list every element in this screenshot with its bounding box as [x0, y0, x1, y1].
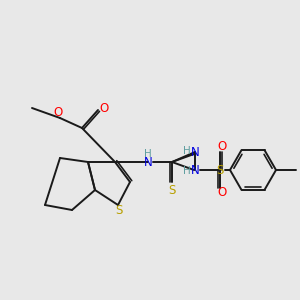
Text: O: O	[99, 101, 109, 115]
Text: O: O	[218, 187, 226, 200]
Text: O: O	[218, 140, 226, 154]
Text: H: H	[183, 166, 191, 176]
Text: S: S	[168, 184, 176, 196]
Text: S: S	[216, 164, 224, 176]
Text: N: N	[190, 146, 200, 158]
Text: H: H	[144, 149, 152, 159]
Text: O: O	[53, 106, 63, 118]
Text: N: N	[190, 164, 200, 176]
Text: H: H	[183, 146, 191, 156]
Text: N: N	[144, 155, 152, 169]
Text: S: S	[115, 203, 123, 217]
